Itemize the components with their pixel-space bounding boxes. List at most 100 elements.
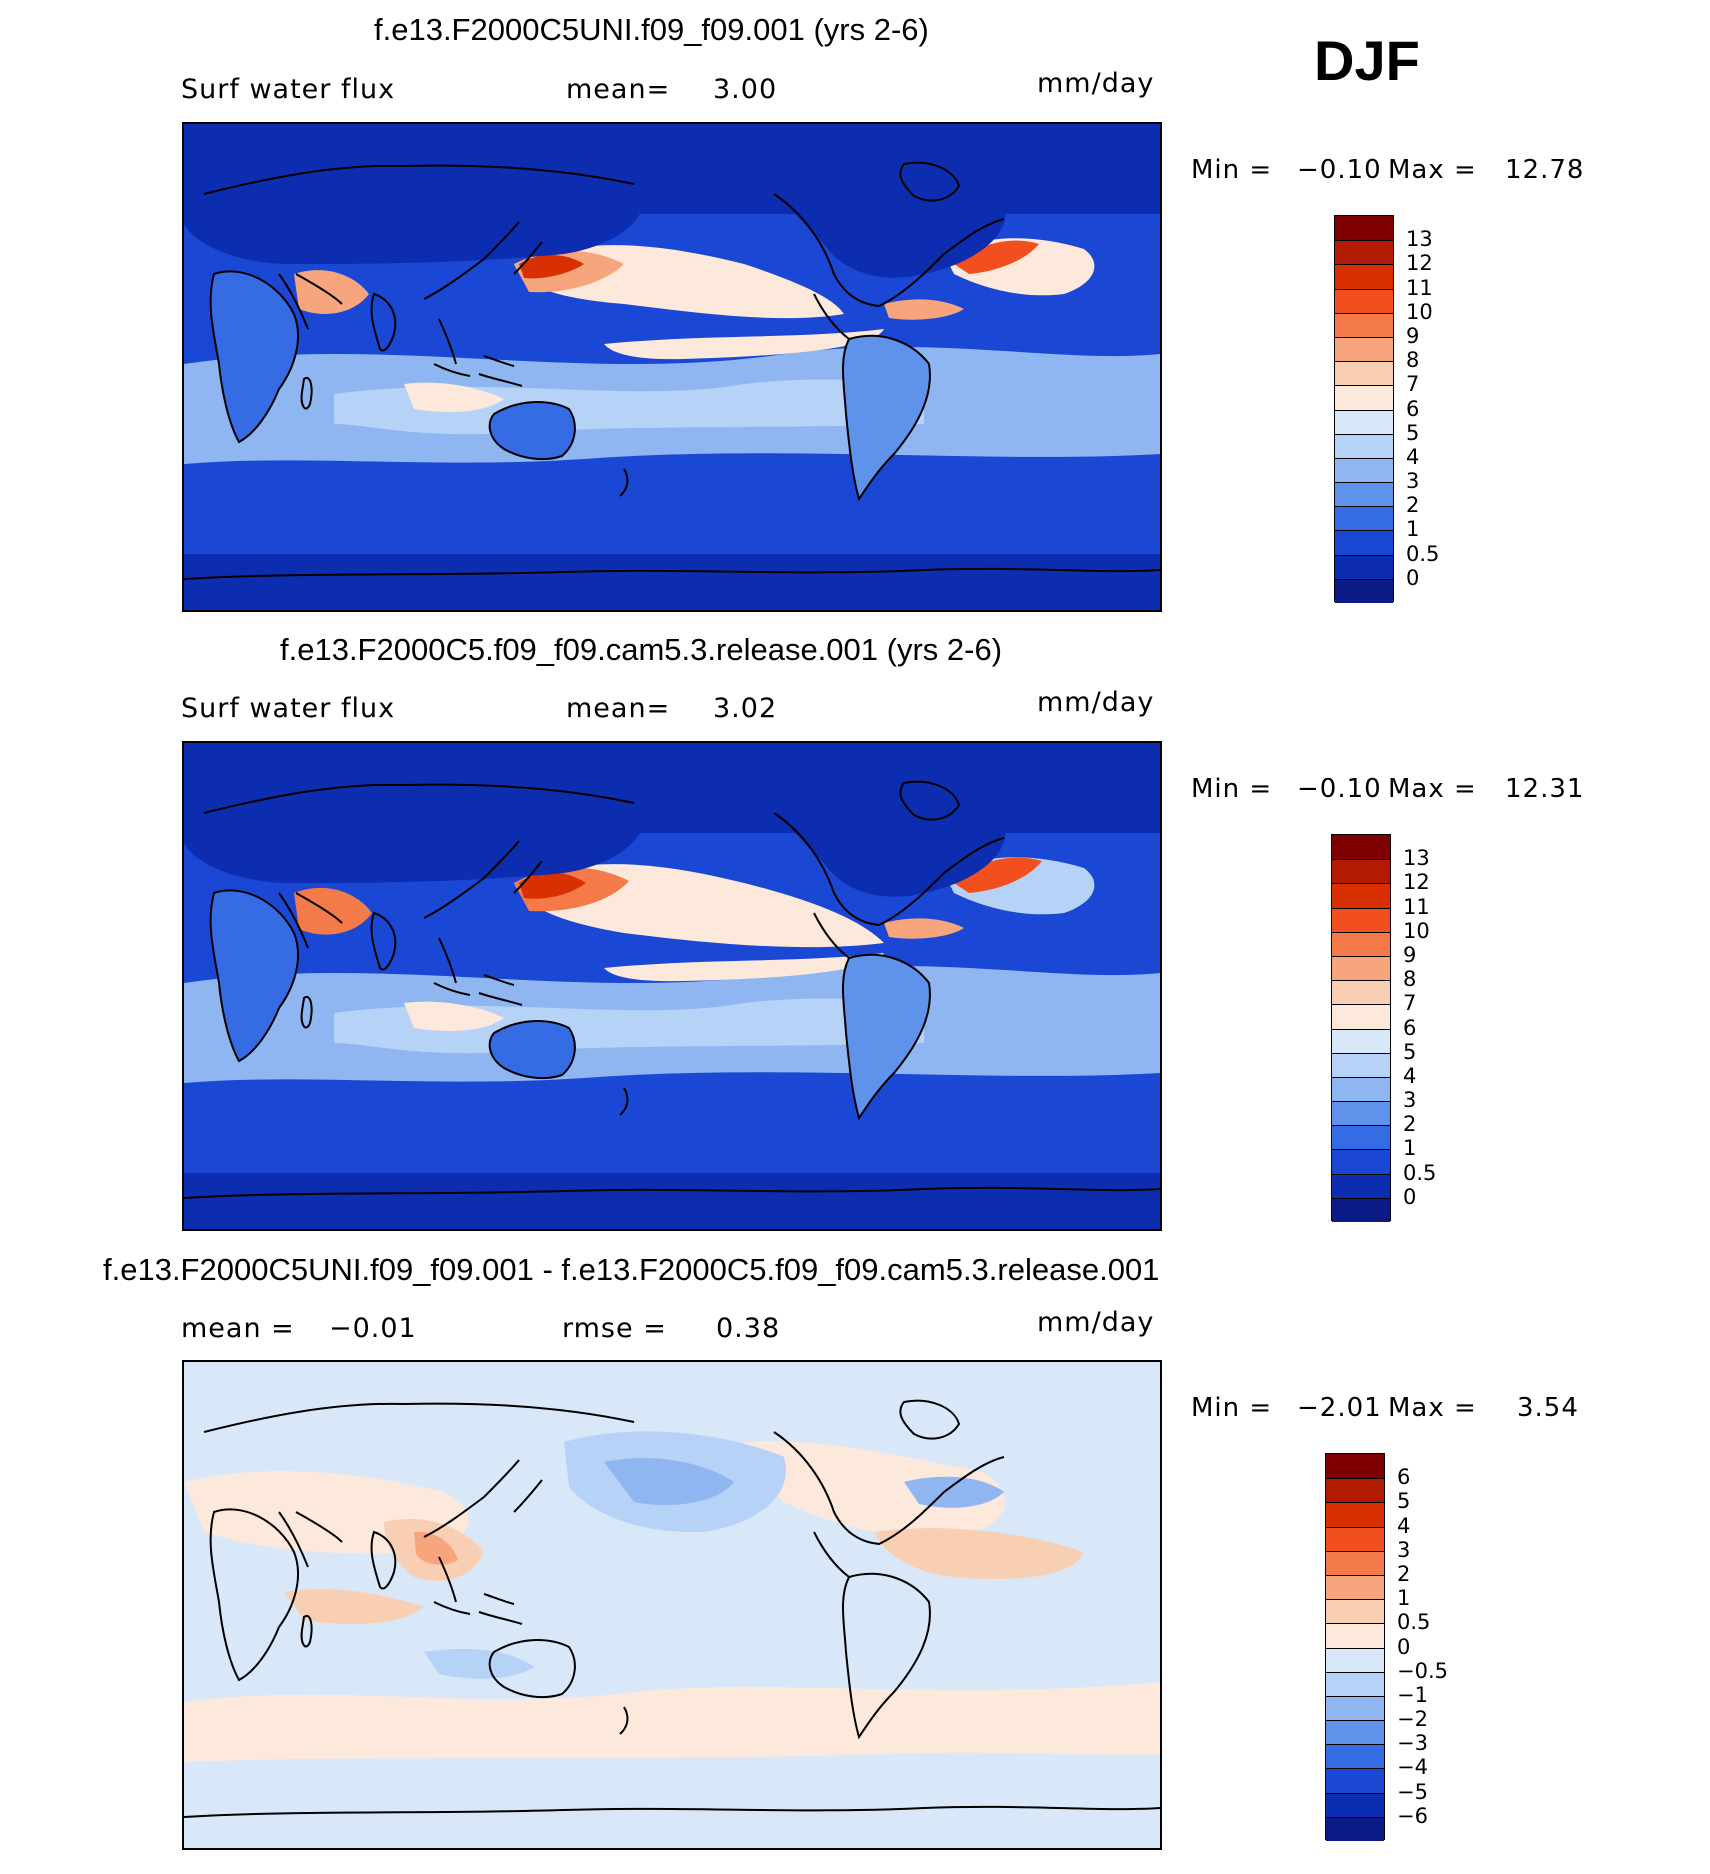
colorbar-swatch xyxy=(1326,1768,1384,1793)
panel-3-map xyxy=(182,1360,1162,1850)
panel-3-max-label: Max = xyxy=(1388,1393,1477,1423)
colorbar-tick-label: 10 xyxy=(1403,918,1430,943)
colorbar-swatch xyxy=(1332,835,1390,860)
colorbar-tick-label: 6 xyxy=(1397,1465,1411,1490)
colorbar-tick-label: 7 xyxy=(1403,991,1417,1016)
colorbar-swatch xyxy=(1332,1149,1390,1174)
colorbar-tick-label: 3 xyxy=(1406,469,1420,494)
colorbar-tick-label: 7 xyxy=(1406,372,1420,397)
colorbar-swatch xyxy=(1326,1574,1384,1600)
panel-1-title: f.e13.F2000C5UNI.f09_f09.001 (yrs 2-6) xyxy=(374,12,929,47)
colorbar-tick-label: 0.5 xyxy=(1397,1610,1431,1635)
colorbar-tick-label: 2 xyxy=(1397,1561,1411,1586)
panel-2-variable-label: Surf water flux xyxy=(181,693,396,724)
colorbar-swatch xyxy=(1326,1744,1384,1769)
season-label: DJF xyxy=(1314,29,1420,92)
colorbar-swatch xyxy=(1332,955,1390,981)
colorbar-tick-label: 8 xyxy=(1406,348,1420,373)
panel-3-map-svg xyxy=(184,1362,1160,1848)
panel-2-units: mm/day xyxy=(1037,687,1155,718)
colorbar-tick-label: 11 xyxy=(1403,894,1430,919)
colorbar-swatch xyxy=(1326,1792,1384,1817)
colorbar-tick-label: 1 xyxy=(1403,1136,1417,1161)
colorbar-tick-label: 2 xyxy=(1403,1112,1417,1137)
panel-3-rmse-value: 0.38 xyxy=(716,1313,781,1344)
colorbar-tick-label: −5 xyxy=(1397,1779,1428,1804)
colorbar-tick-label: 13 xyxy=(1406,227,1433,252)
colorbar-swatch xyxy=(1332,931,1390,956)
colorbar-swatch xyxy=(1332,1028,1390,1053)
colorbar-tick-label: 5 xyxy=(1397,1489,1411,1514)
colorbar-swatch xyxy=(1335,457,1393,483)
colorbar-tick-label: −1 xyxy=(1397,1682,1428,1707)
colorbar-tick-label: 13 xyxy=(1403,846,1430,871)
colorbar-swatch xyxy=(1332,1101,1390,1126)
colorbar-tick-label: 3 xyxy=(1397,1537,1411,1562)
colorbar-tick-label: −0.5 xyxy=(1397,1658,1448,1683)
colorbar-swatch xyxy=(1335,482,1393,507)
colorbar-swatch-stack xyxy=(1331,834,1391,1222)
panel-1-mean-value: 3.00 xyxy=(713,74,778,105)
panel-3-mean-label: mean = xyxy=(181,1313,295,1344)
colorbar-tick-label: 4 xyxy=(1406,444,1420,469)
colorbar-swatch xyxy=(1326,1816,1384,1841)
colorbar-tick-label: 8 xyxy=(1403,967,1417,992)
panel-2-mean-label: mean= xyxy=(566,693,671,724)
colorbar-tick-label: 11 xyxy=(1406,275,1433,300)
colorbar-tick-label: 0.5 xyxy=(1406,541,1440,566)
colorbar-swatch xyxy=(1326,1720,1384,1745)
colorbar-tick-label: 5 xyxy=(1406,420,1420,445)
colorbar-swatch xyxy=(1326,1526,1384,1551)
colorbar-tick-label: −3 xyxy=(1397,1731,1428,1756)
colorbar-swatch xyxy=(1326,1502,1384,1527)
colorbar-tick-label: 1 xyxy=(1406,517,1420,542)
colorbar-swatch xyxy=(1332,1197,1390,1222)
colorbar-tick-label: 0 xyxy=(1397,1634,1411,1659)
colorbar-swatch xyxy=(1332,1052,1390,1077)
colorbar-tick-label: −2 xyxy=(1397,1707,1428,1732)
panel-1-map xyxy=(182,122,1162,612)
panel-1-variable-label: Surf water flux xyxy=(181,74,396,105)
colorbar-tick-label: 4 xyxy=(1397,1513,1411,1538)
colorbar-tick-label: 3 xyxy=(1403,1088,1417,1113)
panel-1-min-value: −0.10 xyxy=(1297,155,1382,185)
colorbar-swatch xyxy=(1326,1599,1384,1624)
colorbar-swatch xyxy=(1332,1004,1390,1029)
colorbar-tick-label: 6 xyxy=(1406,396,1420,421)
colorbar-tick-label: 4 xyxy=(1403,1063,1417,1088)
colorbar-swatch xyxy=(1332,883,1390,908)
panel-3-rmse-label: rmse = xyxy=(562,1313,667,1344)
colorbar-swatch xyxy=(1326,1671,1384,1696)
colorbar-swatch xyxy=(1326,1695,1384,1721)
colorbar-swatch xyxy=(1326,1478,1384,1503)
colorbar-tick-label: −4 xyxy=(1397,1755,1428,1780)
colorbar-tick-label: 9 xyxy=(1403,942,1417,967)
colorbar-tick-label: 0 xyxy=(1406,565,1420,590)
colorbar-tick-label: 1 xyxy=(1397,1586,1411,1611)
panel-3-units: mm/day xyxy=(1037,1307,1155,1338)
panel-3-min-value: −2.01 xyxy=(1297,1393,1382,1423)
colorbar-tick-label: 6 xyxy=(1403,1015,1417,1040)
panel-1-map-svg xyxy=(184,124,1160,610)
colorbar-swatch xyxy=(1326,1454,1384,1479)
colorbar-tick-label: −6 xyxy=(1397,1803,1428,1828)
colorbar-tick-label: 2 xyxy=(1406,493,1420,518)
colorbar-swatch xyxy=(1335,361,1393,386)
colorbar-tick-label: 12 xyxy=(1403,870,1430,895)
colorbar-swatch xyxy=(1332,1076,1390,1102)
colorbar-swatch xyxy=(1335,554,1393,579)
colorbar-tick-label: 0.5 xyxy=(1403,1160,1437,1185)
panel-3-title: f.e13.F2000C5UNI.f09_f09.001 - f.e13.F20… xyxy=(103,1252,1160,1287)
colorbar-swatch xyxy=(1332,980,1390,1005)
colorbar-swatch xyxy=(1335,433,1393,458)
panel-1-mean-label: mean= xyxy=(566,74,671,105)
panel-2-mean-value: 3.02 xyxy=(713,693,778,724)
panel-1-max-label: Max = xyxy=(1388,155,1477,185)
colorbar-tick-label: 12 xyxy=(1406,251,1433,276)
colorbar-swatch xyxy=(1335,216,1393,241)
colorbar-swatch xyxy=(1335,264,1393,289)
panel-1-colorbar: 13 12 11 10 9 8 7 6 5 4 3 2 1 0.5 0 xyxy=(1334,215,1439,603)
colorbar-swatch xyxy=(1335,530,1393,555)
colorbar-tick-label: 9 xyxy=(1406,323,1420,348)
colorbar-swatch xyxy=(1335,288,1393,313)
